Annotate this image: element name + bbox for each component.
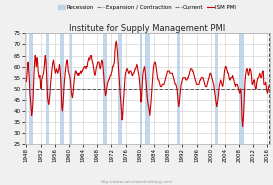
Bar (145, 33, 150, 144)
Bar (103, 33, 107, 144)
Bar (29, 33, 32, 144)
Bar (239, 33, 244, 144)
Bar (177, 33, 180, 144)
Title: Institute for Supply Management PMI: Institute for Supply Management PMI (69, 23, 225, 33)
Bar (60, 33, 64, 144)
Text: http://www.calculatedriskblog.com/: http://www.calculatedriskblog.com/ (100, 180, 173, 184)
Bar (140, 33, 142, 144)
Bar (215, 33, 218, 144)
Bar (70, 33, 72, 144)
Legend: Recession, Expansion / Contraction, Current, ISM PMI: Recession, Expansion / Contraction, Curr… (58, 5, 236, 10)
Bar (118, 33, 122, 144)
Bar (46, 33, 49, 144)
